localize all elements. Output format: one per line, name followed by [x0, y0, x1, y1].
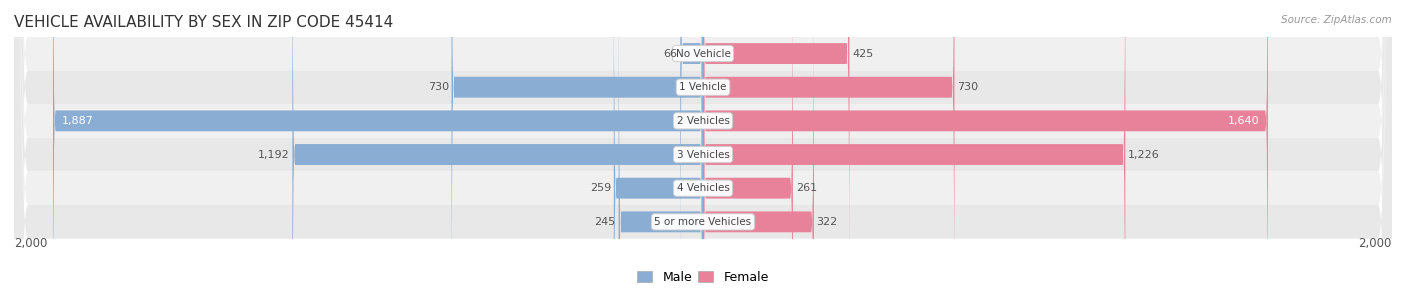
Text: 1,226: 1,226	[1128, 150, 1160, 159]
Text: 1,887: 1,887	[62, 116, 93, 126]
Text: 259: 259	[589, 183, 612, 193]
Text: 425: 425	[852, 49, 873, 58]
Legend: Male, Female: Male, Female	[633, 266, 773, 289]
FancyBboxPatch shape	[14, 0, 1392, 306]
FancyBboxPatch shape	[703, 0, 955, 306]
FancyBboxPatch shape	[14, 0, 1392, 306]
Text: 1,640: 1,640	[1227, 116, 1260, 126]
Text: 261: 261	[796, 183, 817, 193]
Text: VEHICLE AVAILABILITY BY SEX IN ZIP CODE 45414: VEHICLE AVAILABILITY BY SEX IN ZIP CODE …	[14, 15, 394, 30]
Text: 3 Vehicles: 3 Vehicles	[676, 150, 730, 159]
FancyBboxPatch shape	[451, 0, 703, 306]
FancyBboxPatch shape	[703, 0, 814, 306]
Text: No Vehicle: No Vehicle	[675, 49, 731, 58]
FancyBboxPatch shape	[703, 0, 793, 306]
FancyBboxPatch shape	[614, 0, 703, 306]
FancyBboxPatch shape	[619, 0, 703, 306]
FancyBboxPatch shape	[703, 0, 1268, 306]
Text: 5 or more Vehicles: 5 or more Vehicles	[654, 217, 752, 227]
Text: Source: ZipAtlas.com: Source: ZipAtlas.com	[1281, 15, 1392, 25]
FancyBboxPatch shape	[703, 0, 1125, 306]
FancyBboxPatch shape	[14, 0, 1392, 306]
Text: 66: 66	[664, 49, 678, 58]
Text: 2 Vehicles: 2 Vehicles	[676, 116, 730, 126]
FancyBboxPatch shape	[14, 0, 1392, 306]
Text: 245: 245	[595, 217, 616, 227]
FancyBboxPatch shape	[14, 0, 1392, 306]
FancyBboxPatch shape	[53, 0, 703, 306]
FancyBboxPatch shape	[681, 0, 703, 306]
Text: 730: 730	[957, 82, 979, 92]
Text: 322: 322	[817, 217, 838, 227]
Text: 2,000: 2,000	[14, 237, 48, 250]
Text: 4 Vehicles: 4 Vehicles	[676, 183, 730, 193]
FancyBboxPatch shape	[292, 0, 703, 306]
Text: 1,192: 1,192	[257, 150, 290, 159]
Text: 1 Vehicle: 1 Vehicle	[679, 82, 727, 92]
Text: 2,000: 2,000	[1358, 237, 1392, 250]
FancyBboxPatch shape	[703, 0, 849, 306]
Text: 730: 730	[427, 82, 449, 92]
FancyBboxPatch shape	[14, 0, 1392, 306]
